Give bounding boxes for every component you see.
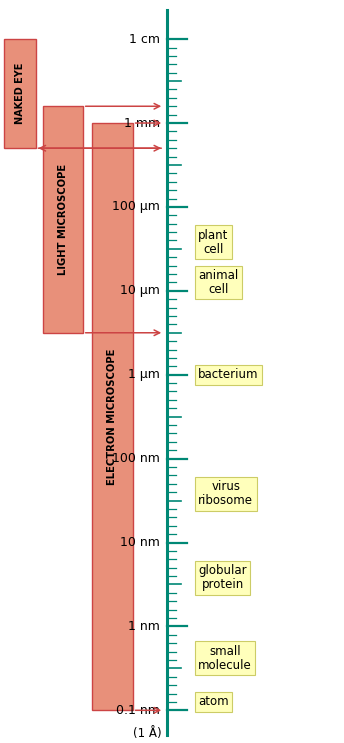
Text: bacterium: bacterium (198, 369, 259, 381)
Text: 10 nm: 10 nm (120, 536, 160, 549)
Text: animal
cell: animal cell (198, 269, 238, 296)
Text: small
molecule: small molecule (198, 645, 252, 672)
Text: ELECTRON MICROSCOPE: ELECTRON MICROSCOPE (107, 348, 117, 485)
Bar (92, 123, 133, 710)
Text: 100 nm: 100 nm (112, 452, 160, 465)
Text: 10 μm: 10 μm (120, 285, 160, 297)
Bar (4, 39, 35, 148)
Text: 100 μm: 100 μm (112, 201, 160, 213)
Text: globular
protein: globular protein (198, 564, 247, 591)
Text: 0.1 nm: 0.1 nm (116, 704, 160, 717)
Text: atom: atom (198, 695, 229, 708)
Text: LIGHT MICROSCOPE: LIGHT MICROSCOPE (58, 164, 68, 275)
Text: 1 mm: 1 mm (124, 117, 160, 129)
Text: NAKED EYE: NAKED EYE (15, 63, 25, 124)
Text: 1 μm: 1 μm (128, 369, 160, 381)
Bar (43, 106, 83, 333)
Text: plant
cell: plant cell (198, 229, 229, 256)
Text: 1 cm: 1 cm (129, 33, 160, 45)
Text: virus
ribosome: virus ribosome (198, 481, 253, 507)
Text: (1 Å): (1 Å) (133, 727, 161, 740)
Text: 1 nm: 1 nm (128, 620, 160, 633)
